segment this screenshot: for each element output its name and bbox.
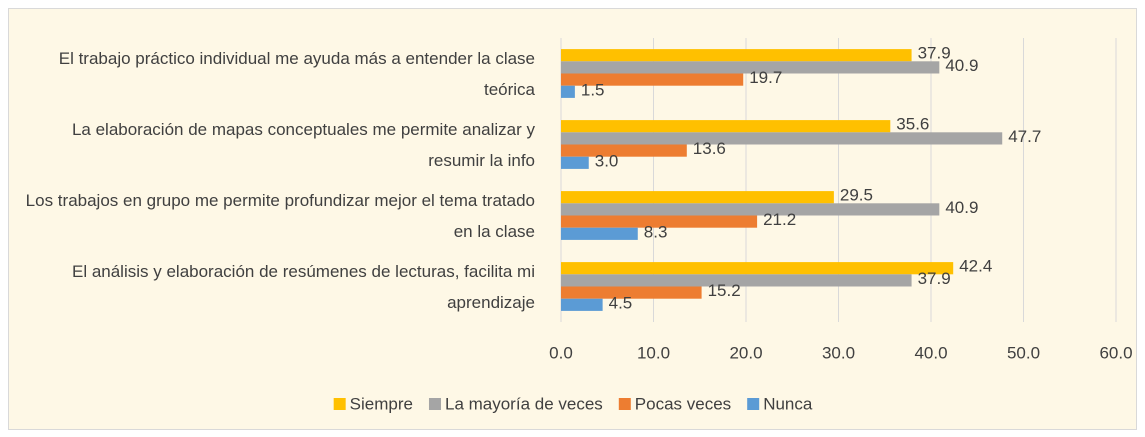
bar [561, 203, 940, 216]
bar [561, 286, 702, 299]
x-tick-label: 60.0 [1099, 343, 1132, 362]
bar [561, 144, 687, 157]
value-label: 15.2 [708, 281, 741, 300]
x-tick-label: 30.0 [822, 343, 855, 362]
value-label: 40.9 [945, 56, 978, 75]
bar [561, 61, 940, 74]
value-label: 42.4 [959, 257, 992, 276]
bar [561, 191, 834, 204]
bar [561, 49, 912, 62]
value-label: 47.7 [1008, 127, 1041, 146]
x-tick-label: 0.0 [549, 343, 573, 362]
bar [561, 120, 891, 133]
bar [561, 132, 1003, 145]
x-tick-label: 20.0 [729, 343, 762, 362]
bar [561, 85, 575, 98]
category-label: Los trabajos en grupo me permite profund… [25, 190, 535, 241]
value-label: 1.5 [581, 80, 605, 99]
x-tick-label: 10.0 [637, 343, 670, 362]
legend-swatch [333, 398, 346, 410]
category-label: La elaboración de mapas conceptuales me … [71, 119, 535, 170]
category-label: El análisis y elaboración de resúmenes d… [71, 261, 535, 312]
value-label: 4.5 [609, 293, 633, 312]
value-label: 8.3 [644, 222, 668, 241]
x-tick-label: 40.0 [914, 343, 947, 362]
legend-swatch [428, 398, 441, 410]
value-label: 19.7 [749, 68, 782, 87]
legend-swatch [618, 398, 631, 410]
value-label: 29.5 [840, 186, 873, 205]
x-tick-label: 50.0 [1007, 343, 1040, 362]
bar [561, 73, 744, 86]
legend-label: Nunca [763, 394, 813, 413]
bar [561, 156, 589, 169]
value-label: 37.9 [918, 269, 951, 288]
value-label: 13.6 [693, 139, 726, 158]
value-label: 21.2 [763, 210, 796, 229]
legend-label: Pocas veces [635, 394, 731, 413]
bar [561, 262, 954, 275]
bar [561, 298, 603, 311]
value-label: 40.9 [945, 198, 978, 217]
value-label: 35.6 [896, 115, 929, 134]
bar [561, 227, 638, 240]
legend-swatch [747, 398, 760, 410]
legend-label: La mayoría de veces [445, 394, 603, 413]
bar [561, 215, 758, 228]
category-label: El trabajo práctico individual me ayuda … [58, 48, 535, 99]
legend-label: Siempre [350, 394, 413, 413]
value-label: 37.9 [918, 44, 951, 63]
bar [561, 274, 912, 287]
value-label: 3.0 [595, 151, 619, 170]
